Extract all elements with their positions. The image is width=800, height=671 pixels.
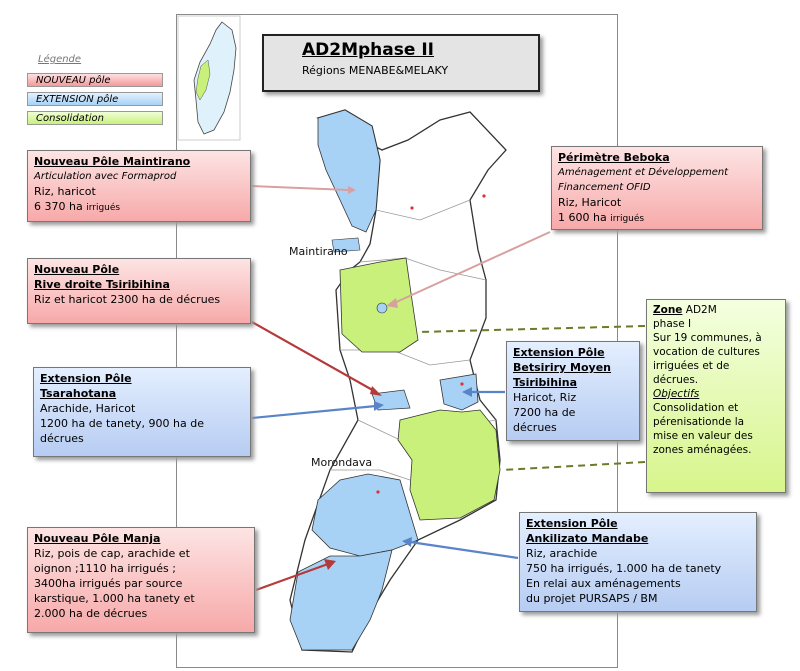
box-betsiriry: Extension Pôle Betsiriry Moyen Tsiribihi…: [506, 341, 640, 441]
box-subtitle: Articulation avec Formaprod: [34, 171, 177, 182]
box-title: Rive droite Tsiribihina: [34, 278, 170, 291]
connector-ankilizato: [409, 540, 519, 560]
box-ankilizato: Extension Pôle Ankilizato Mandabe Riz, a…: [519, 512, 757, 612]
box-subtitle: Financement OFID: [558, 182, 651, 193]
box-line: Arachide, Haricot: [40, 402, 136, 415]
district-line: [359, 257, 487, 281]
box-line: karstique, 1.000 ha tanety et: [34, 592, 195, 605]
box-title: Nouveau Pôle: [34, 263, 120, 276]
connector-tsarahotana: [251, 404, 377, 420]
inset-zone: [195, 59, 211, 101]
town-dot: [410, 206, 414, 210]
box-line: Riz, Haricot: [558, 196, 622, 209]
arrow: [374, 401, 384, 411]
box-line: du projet PURSAPS / BM: [526, 592, 658, 605]
box-title: Extension Pôle: [513, 346, 605, 359]
map-title: AD2Mphase II: [302, 40, 434, 60]
box-line: décrues: [40, 432, 84, 445]
box-subtitle: Aménagement et Développement: [558, 167, 729, 178]
box-line: 1 600 ha: [558, 211, 607, 224]
box-line: 750 ha irrigués, 1.000 ha de tanety: [526, 562, 722, 575]
inset-madagascar: [193, 21, 237, 135]
box-line: zones aménagées.: [653, 444, 752, 456]
beboka-site: [376, 302, 388, 314]
district-line: [375, 199, 471, 221]
zone-consolidation-south: [397, 409, 501, 521]
connector-maintirano: [251, 185, 349, 191]
box-line: Riz et haricot 2300 ha de décrues: [34, 293, 221, 306]
box-title: phase I: [653, 318, 692, 330]
legend-item-extension: EXTENSION pôle: [27, 92, 163, 106]
connector-zone-south: [501, 461, 646, 471]
arrow: [386, 298, 398, 308]
box-title: Périmètre Beboka: [558, 151, 670, 164]
arrow: [348, 186, 356, 194]
box-line: irriguées et de: [653, 360, 730, 372]
town-dot: [460, 382, 464, 386]
map-title-box: AD2Mphase II Régions MENABE&MELAKY: [262, 34, 540, 92]
box-line: décrues: [513, 421, 557, 434]
box-line: irrigués: [86, 203, 121, 213]
town-dot: [482, 194, 486, 198]
zone-ankilizato: [311, 473, 419, 557]
arrow: [370, 386, 382, 396]
box-title: Zone: [653, 304, 683, 316]
box-title: Betsiriry Moyen: [513, 361, 612, 374]
box-beboka: Périmètre Beboka Aménagement et Développ…: [551, 146, 763, 230]
box-line: oignon ;1110 ha irrigués ;: [34, 562, 176, 575]
map-subtitle: Régions MENABE&MELAKY: [302, 64, 449, 77]
box-subtitle: Objectifs: [653, 388, 700, 400]
box-title: Nouveau Pôle Maintirano: [34, 155, 191, 168]
box-title: AD2M: [685, 304, 717, 316]
city-maintirano: Maintirano: [289, 245, 348, 258]
box-manja: Nouveau Pôle Manja Riz, pois de cap, ara…: [27, 527, 255, 633]
box-title: Extension Pôle: [526, 517, 618, 530]
box-line: 3400ha irrigués par source: [34, 577, 183, 590]
box-tsarahotana: Extension Pôle Tsarahotana Arachide, Har…: [33, 367, 251, 457]
box-line: Riz, pois de cap, arachide et: [34, 547, 190, 560]
box-line: Haricot, Riz: [513, 391, 577, 404]
box-title: Tsiribihina: [513, 376, 578, 389]
box-title: Ankilizato Mandabe: [526, 532, 649, 545]
box-line: 2.000 ha de décrues: [34, 607, 148, 620]
box-line: irrigués: [610, 214, 645, 224]
box-tsiribihina: Nouveau Pôle Rive droite Tsiribihina Riz…: [27, 258, 251, 324]
box-title: Extension Pôle: [40, 372, 132, 385]
box-line: En relai aux aménagements: [526, 577, 681, 590]
box-maintirano: Nouveau Pôle Maintirano Articulation ave…: [27, 150, 251, 222]
district-line: [330, 469, 411, 481]
arrow: [462, 387, 472, 397]
box-line: mise en valeur des: [653, 430, 753, 442]
zone-manja: [289, 549, 393, 651]
zone-betsiriry: [439, 373, 479, 411]
legend-item-new: NOUVEAU pôle: [27, 73, 163, 87]
arrow: [324, 559, 336, 570]
legend-item-consolidation: Consolidation: [27, 111, 163, 125]
box-line: Riz, haricot: [34, 185, 96, 198]
box-line: Riz, arachide: [526, 547, 598, 560]
box-zone-ad2m: Zone AD2M phase I Sur 19 communes, à voc…: [646, 299, 786, 493]
town-dot: [376, 490, 380, 494]
connector-manja: [255, 562, 329, 592]
connector-beboka: [391, 231, 551, 305]
box-line: Consolidation et: [653, 402, 739, 414]
connector-zone-north: [417, 325, 646, 333]
connector-tsiribihina: [251, 321, 377, 393]
box-line: 6 370 ha: [34, 200, 83, 213]
box-title: Nouveau Pôle Manja: [34, 532, 161, 545]
zone-maintirano-south: [331, 237, 361, 253]
legend-title: Légende: [38, 54, 82, 65]
city-morondava: Morondava: [311, 456, 373, 469]
box-title: Tsarahotana: [40, 387, 117, 400]
arrow: [402, 537, 412, 547]
box-line: vocation de cultures: [653, 346, 760, 358]
box-line: Sur 19 communes, à: [653, 332, 762, 344]
box-line: décrues.: [653, 374, 699, 386]
box-line: 7200 ha de: [513, 406, 576, 419]
zone-maintirano: [317, 109, 381, 233]
box-line: 1200 ha de tanety, 900 ha de: [40, 417, 205, 430]
box-line: pérenisationde la: [653, 416, 745, 428]
